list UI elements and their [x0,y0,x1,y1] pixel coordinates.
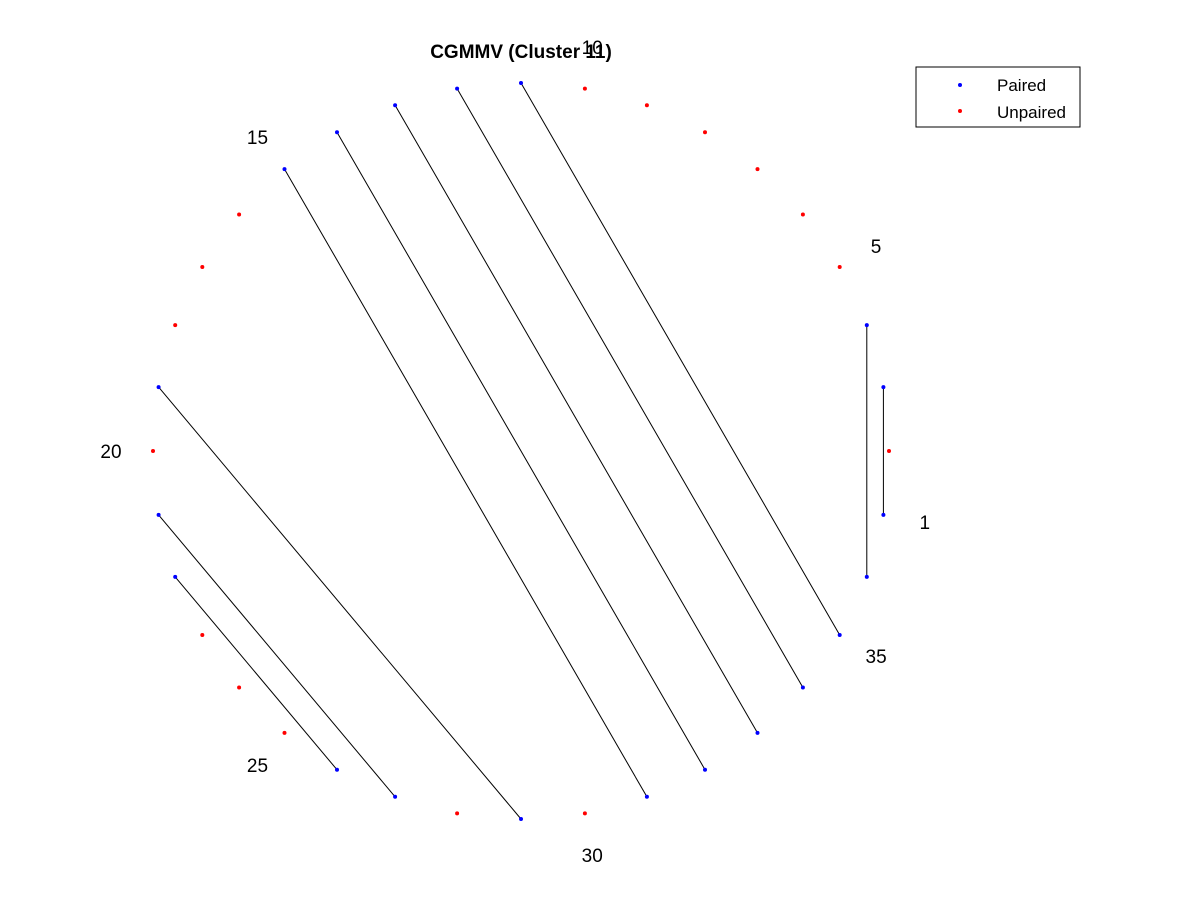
paired-point-15 [282,167,287,172]
unpaired-point-7 [755,167,760,172]
unpaired-point-10 [582,86,587,91]
unpaired-point-25 [282,730,287,735]
paired-point-31 [644,794,649,799]
paired-point-12 [455,86,460,91]
paired-point-4 [864,323,869,328]
pair-link-26-22 [174,576,338,771]
paired-point-14 [335,130,339,135]
position-label-25: 25 [247,756,268,777]
nucleotide-points [151,81,891,821]
pair-link-31-15 [284,168,648,798]
unpaired-point-5 [837,265,842,269]
paired-point-33 [755,730,760,735]
paired-point-36 [864,574,869,579]
legend-marker-unpaired [958,109,962,113]
legend-label-paired: Paired [997,76,1046,95]
pair-link-29-19 [158,386,522,820]
legend-box [915,66,1081,128]
unpaired-point-6 [800,212,805,217]
pair-link-33-13 [394,104,758,734]
paired-point-21 [156,512,161,517]
unpaired-point-8 [703,130,707,135]
pair-links [158,82,884,820]
legend: Paired Unpaired [915,66,1081,128]
paired-point-32 [703,767,707,772]
position-label-5: 5 [871,237,882,258]
paired-point-19 [156,385,161,390]
position-label-20: 20 [100,442,121,463]
pair-link-32-14 [336,132,706,770]
paired-point-27 [393,794,398,799]
unpaired-point-16 [237,212,242,217]
unpaired-point-18 [173,323,178,328]
position-label-30: 30 [582,846,603,867]
pair-link-27-21 [158,514,396,798]
position-label-1: 1 [920,513,931,534]
paired-point-35 [837,633,842,637]
unpaired-point-9 [644,103,649,108]
unpaired-point-28 [455,811,460,816]
unpaired-point-23 [200,633,205,637]
pair-link-34-12 [456,88,804,688]
paired-point-1 [881,512,886,517]
unpaired-point-24 [237,685,242,690]
position-label-35: 35 [866,647,887,668]
pair-link-35-11 [520,82,841,636]
paired-point-13 [393,103,398,108]
unpaired-point-30 [582,811,587,816]
unpaired-point-20 [151,449,155,453]
unpaired-point-2 [887,449,891,453]
legend-marker-paired [958,83,962,87]
position-label-10: 10 [582,38,603,59]
paired-point-34 [800,685,805,690]
unpaired-point-17 [200,265,205,269]
legend-label-unpaired: Unpaired [997,103,1066,122]
paired-point-11 [519,81,523,85]
paired-point-22 [173,574,178,579]
paired-point-29 [519,817,523,821]
position-label-15: 15 [247,128,268,149]
chart-title: CGMMV (Cluster 11) [430,42,612,63]
paired-point-3 [881,385,886,390]
paired-point-26 [335,767,339,772]
